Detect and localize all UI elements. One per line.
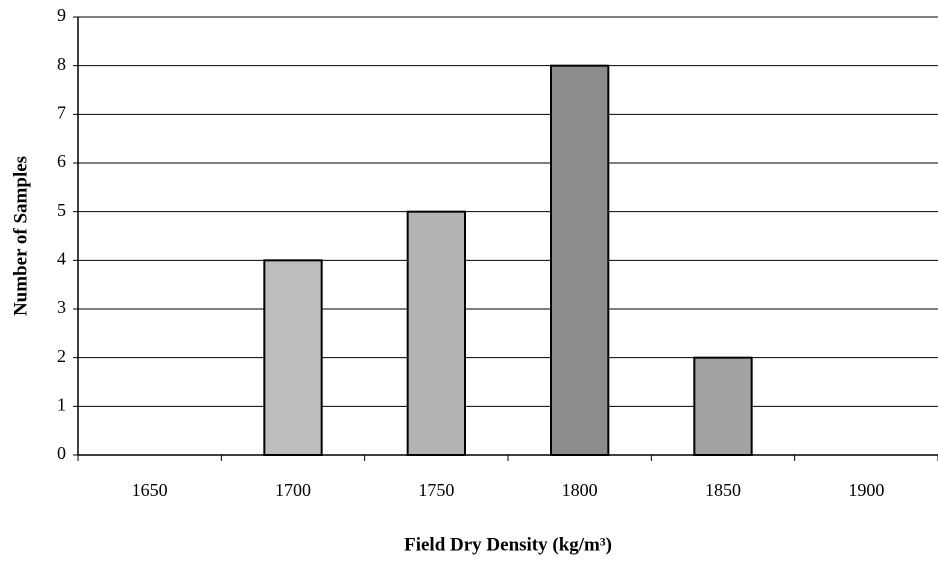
x-tick-label: 1900 bbox=[848, 480, 884, 500]
y-tick-label: 1 bbox=[57, 394, 66, 414]
x-tick-label: 1650 bbox=[132, 480, 168, 500]
bar bbox=[406, 210, 466, 456]
y-tick-label: 6 bbox=[57, 151, 66, 171]
y-tick-label: 7 bbox=[57, 102, 66, 122]
y-axis-title: Number of Samples bbox=[10, 156, 31, 316]
y-tick-label: 5 bbox=[57, 200, 66, 220]
bar bbox=[263, 259, 323, 457]
x-axis-title: Field Dry Density (kg/m³) bbox=[404, 534, 612, 555]
x-tick-label: 1700 bbox=[275, 480, 311, 500]
y-tick-label: 4 bbox=[57, 248, 66, 268]
x-tick-label: 1750 bbox=[418, 480, 454, 500]
x-tick-label: 1800 bbox=[562, 480, 598, 500]
y-tick-label: 0 bbox=[57, 443, 66, 463]
y-tick-label: 8 bbox=[57, 54, 66, 74]
bar bbox=[693, 356, 753, 456]
bar bbox=[550, 64, 610, 457]
y-tick-label: 2 bbox=[57, 346, 66, 366]
y-tick-label: 9 bbox=[57, 5, 66, 25]
x-tick-label: 1850 bbox=[705, 480, 741, 500]
y-tick-label: 3 bbox=[57, 297, 66, 317]
